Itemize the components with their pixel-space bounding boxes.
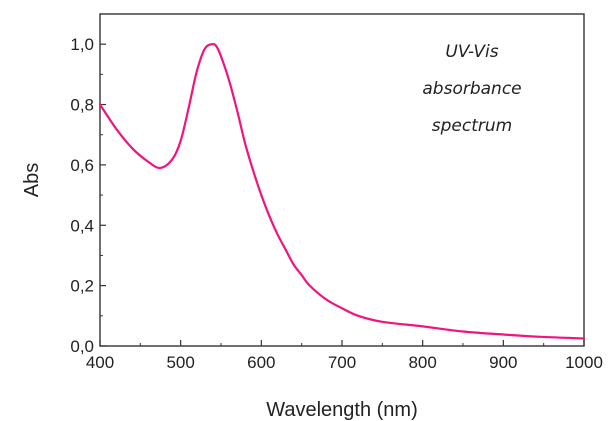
series-line xyxy=(98,43,586,340)
y-axis: 0,0 0,2 0,4 0,6 0,8 1,0 xyxy=(70,13,106,356)
x-tick-label: 400 xyxy=(86,353,114,372)
series-layer xyxy=(98,43,586,340)
x-tick-label: 800 xyxy=(408,353,436,372)
y-tick-label: 0,0 xyxy=(70,337,94,356)
y-tick-label: 0,2 xyxy=(70,277,94,296)
y-tick-label: 0,6 xyxy=(70,156,94,175)
x-tick-label: 500 xyxy=(166,353,194,372)
annotation-line-3: spectrum xyxy=(432,116,512,136)
x-tick-label: 900 xyxy=(489,353,517,372)
annotation-line-2: absorbance xyxy=(422,79,521,99)
y-tick-label: 1,0 xyxy=(70,35,94,54)
x-tick-label: 700 xyxy=(328,353,356,372)
y-tick-label: 0,8 xyxy=(70,96,94,115)
x-tick-label: 1000 xyxy=(565,353,603,372)
plot-frame xyxy=(99,13,585,347)
y-axis-title: Abs xyxy=(21,163,43,197)
x-axis-title: Wavelength (nm) xyxy=(266,399,418,421)
y-tick-label: 0,4 xyxy=(70,216,94,235)
x-tick-label: 600 xyxy=(247,353,275,372)
annotation-line-1: UV-Vis xyxy=(445,42,498,62)
x-axis: 400 500 600 700 800 900 1000 xyxy=(86,340,603,372)
